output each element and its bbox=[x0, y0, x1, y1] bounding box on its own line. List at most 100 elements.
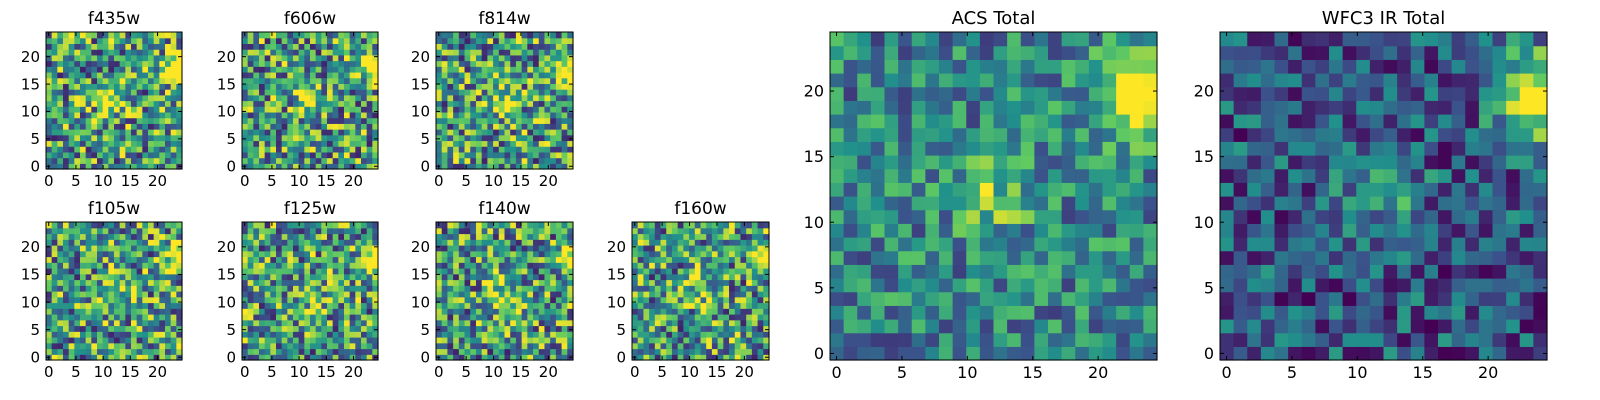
heatmap-cell bbox=[165, 49, 172, 56]
heatmap-cell bbox=[458, 250, 466, 258]
heatmap-cell bbox=[136, 140, 143, 147]
heatmap-cell bbox=[654, 245, 662, 252]
heatmap-cell bbox=[1088, 291, 1104, 306]
heatmap-cell bbox=[510, 123, 517, 130]
heatmap-cell bbox=[361, 262, 368, 269]
heatmap-cell bbox=[830, 264, 845, 279]
heatmap-cell bbox=[91, 314, 98, 321]
heatmap-cell bbox=[453, 37, 460, 45]
heatmap-cell bbox=[1383, 305, 1398, 320]
heatmap-cell bbox=[304, 285, 311, 292]
heatmap-cell bbox=[515, 94, 523, 102]
heatmap-cell bbox=[80, 77, 87, 84]
heatmap-cell bbox=[740, 273, 747, 281]
heatmap-cell bbox=[176, 43, 183, 50]
heatmap-cell bbox=[1034, 237, 1049, 252]
heatmap-cell bbox=[276, 273, 283, 281]
heatmap-cell bbox=[114, 250, 121, 258]
panel-title: f125w bbox=[284, 199, 336, 219]
heatmap-cell bbox=[898, 182, 913, 197]
heatmap-cell bbox=[91, 37, 98, 45]
heatmap-cell bbox=[857, 319, 872, 334]
heatmap-cell bbox=[649, 296, 656, 304]
heatmap-cell bbox=[372, 285, 379, 292]
heatmap-cell bbox=[80, 146, 87, 153]
heatmap-cell bbox=[481, 354, 488, 361]
heatmap-cell bbox=[349, 49, 356, 56]
heatmap-cell bbox=[671, 319, 679, 327]
heatmap-cell bbox=[270, 117, 277, 124]
heatmap-cell bbox=[643, 233, 650, 240]
heatmap-cell bbox=[677, 262, 684, 269]
heatmap-cell bbox=[253, 37, 260, 45]
heatmap-cell bbox=[498, 245, 506, 252]
heatmap-cell bbox=[1007, 59, 1022, 74]
heatmap-cell bbox=[740, 233, 747, 240]
heatmap-cell bbox=[734, 291, 742, 298]
heatmap-cell bbox=[481, 140, 488, 147]
heatmap-cell bbox=[527, 134, 534, 142]
heatmap-cell bbox=[567, 331, 574, 338]
heatmap-cell bbox=[68, 308, 75, 315]
heatmap-cell bbox=[338, 134, 345, 142]
heatmap-cell bbox=[276, 146, 283, 153]
heatmap-cell bbox=[114, 151, 121, 159]
heatmap-cell bbox=[51, 239, 58, 246]
heatmap-cell bbox=[666, 296, 673, 304]
heatmap-cell bbox=[544, 319, 551, 327]
heatmap-cell bbox=[338, 342, 345, 350]
heatmap-cell bbox=[481, 106, 488, 113]
heatmap-cell bbox=[125, 337, 132, 344]
heatmap-cell bbox=[843, 250, 858, 265]
heatmap-cell bbox=[51, 71, 58, 79]
heatmap-cell bbox=[843, 291, 858, 306]
heatmap-cell bbox=[298, 89, 305, 96]
heatmap-cell bbox=[1465, 319, 1480, 334]
heatmap-cell bbox=[102, 348, 109, 355]
heatmap-cell bbox=[259, 157, 266, 164]
heatmap-cell bbox=[298, 331, 305, 338]
heatmap-cell bbox=[114, 77, 121, 84]
heatmap-cell bbox=[757, 227, 764, 235]
heatmap-cell bbox=[470, 331, 477, 338]
heatmap-cell bbox=[1020, 332, 1035, 347]
heatmap-cell bbox=[654, 239, 662, 246]
heatmap-cell bbox=[293, 49, 300, 56]
heatmap-cell bbox=[142, 140, 149, 147]
heatmap-cell bbox=[870, 237, 886, 252]
heatmap-cell bbox=[979, 59, 995, 74]
heatmap-cell bbox=[80, 268, 87, 275]
heatmap-cell bbox=[504, 308, 511, 315]
heatmap-cell bbox=[287, 245, 294, 252]
heatmap-cell bbox=[1048, 196, 1063, 211]
heatmap-cell bbox=[475, 256, 483, 263]
heatmap-cell bbox=[1007, 332, 1022, 347]
heatmap-cell bbox=[338, 60, 345, 67]
heatmap-cell bbox=[153, 129, 160, 136]
heatmap-cell bbox=[1383, 291, 1398, 306]
heatmap-cell bbox=[148, 123, 155, 130]
heatmap-cell bbox=[538, 100, 546, 107]
heatmap-cell bbox=[1007, 305, 1022, 320]
heatmap-cell bbox=[706, 285, 713, 292]
heatmap-cell bbox=[131, 285, 138, 292]
heatmap-cell bbox=[259, 233, 266, 240]
heatmap-cell bbox=[1220, 319, 1235, 334]
heatmap-cell bbox=[498, 273, 506, 281]
heatmap-cell bbox=[159, 134, 166, 142]
heatmap-cell bbox=[1465, 305, 1480, 320]
heatmap-cell bbox=[555, 32, 563, 39]
heatmap-cell bbox=[57, 37, 64, 45]
heatmap-cell bbox=[481, 239, 488, 246]
heatmap-cell bbox=[1007, 319, 1022, 334]
heatmap-cell bbox=[561, 43, 568, 50]
heatmap-cell bbox=[643, 319, 650, 327]
heatmap-cell bbox=[344, 100, 351, 107]
heatmap-cell bbox=[51, 106, 58, 113]
heatmap-cell bbox=[51, 54, 58, 62]
heatmap-cell bbox=[119, 54, 126, 62]
x-tick-label: 5 bbox=[267, 363, 277, 381]
heatmap-cell bbox=[102, 314, 109, 321]
heatmap-cell bbox=[136, 100, 143, 107]
heatmap-cell bbox=[979, 223, 995, 238]
